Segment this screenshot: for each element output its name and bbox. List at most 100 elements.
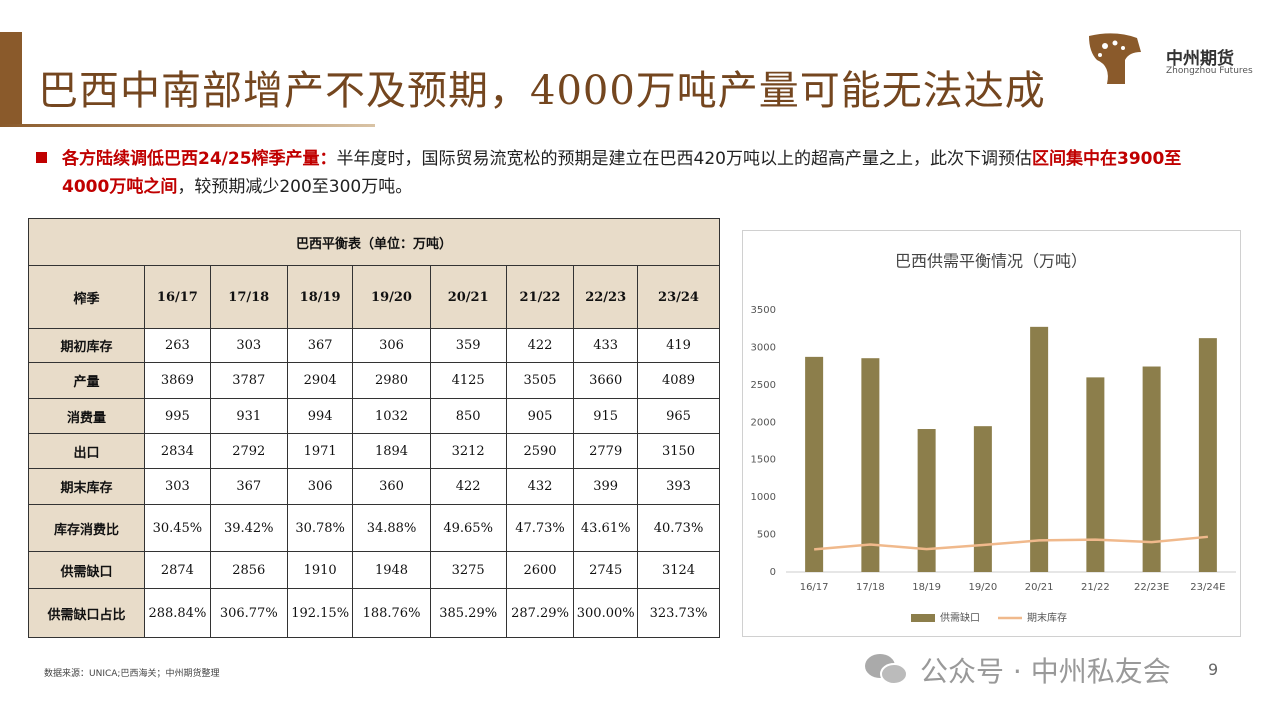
table-cell: 产量 [27, 362, 146, 399]
table-cell: 47.73% [505, 504, 575, 552]
table-cell: 1948 [352, 551, 431, 589]
wechat-icon [865, 654, 908, 685]
table-cell: 出口 [27, 433, 146, 469]
x-tick-label: 18/19 [912, 582, 941, 593]
table-cell: 17/18 [209, 265, 288, 329]
bullet-highlight: 区间集中在3900至4000万吨之间 [62, 149, 1182, 197]
table-cell: 1894 [352, 433, 431, 469]
x-tick-label: 16/17 [800, 582, 829, 593]
table-cell: 22/23 [573, 265, 639, 329]
bar [861, 358, 880, 572]
table-cell: 21/22 [505, 265, 575, 329]
table-cell: 2590 [505, 433, 575, 469]
table-row: 产量 3869 3787 2904 2980 4125 3505 3660 4089 [27, 362, 720, 399]
table-cell: 34.88% [352, 504, 431, 552]
table-cell: 3150 [637, 433, 720, 469]
table-cell: 1032 [352, 398, 431, 434]
table-cell: 905 [505, 398, 575, 434]
logo-icon [1089, 33, 1141, 84]
table-cell: 360 [352, 468, 431, 505]
table-cell: 30.45% [144, 504, 211, 552]
source-note: 数据来源：UNICA;巴西海关；中州期货整理 [44, 669, 220, 679]
table-cell: 323.73% [637, 588, 720, 638]
balance-table: 巴西平衡表（单位：万吨） 榨季 16/17 17/18 18/19 19/20 20/21 2… [27, 218, 720, 638]
table-cell: 库存消费比 [27, 504, 146, 552]
table-cell: 850 [429, 398, 507, 434]
table-cell: 2834 [144, 433, 211, 469]
y-tick-label: 1000 [751, 492, 776, 503]
table-row: 消费量 995 931 994 1032 850 905 915 965 [27, 398, 720, 434]
table-cell: 3869 [144, 362, 211, 399]
table-row: 期末库存 303 367 306 360 422 432 399 393 [27, 468, 720, 505]
bar [1142, 366, 1161, 572]
chart: 巴西供需平衡情况（万吨） 0 500 1000 1500 2000 2500 3000 350… [742, 230, 1241, 637]
table-cell: 43.61% [573, 504, 639, 552]
x-tick-label: 22/23E [1134, 582, 1169, 593]
x-tick-label: 23/24E [1190, 582, 1225, 593]
bar [1198, 338, 1217, 572]
table-cell: 393 [637, 468, 720, 505]
table-row: 榨季 16/17 17/18 18/19 19/20 20/21 21/22 22/23 23/… [27, 265, 720, 329]
x-tick-label: 20/21 [1025, 582, 1054, 593]
table-cell: 419 [637, 328, 720, 363]
legend-label: 供需缺口 [940, 611, 980, 624]
y-tick-label: 3000 [751, 342, 776, 353]
table-cell: 288.84% [144, 588, 211, 638]
logo-subtitle: Zhongzhou Futures [1166, 66, 1253, 76]
table-cell: 巴西平衡表（单位：万吨） [28, 218, 720, 266]
table-cell: 3275 [429, 551, 507, 589]
table-cell: 303 [144, 468, 211, 505]
legend-label: 期末库存 [1027, 611, 1067, 624]
table-cell: 49.65% [429, 504, 507, 552]
legend-swatch [911, 614, 935, 622]
table-cell: 1971 [286, 433, 354, 469]
table-cell: 367 [286, 328, 354, 363]
slide-title: 巴西中南部增产不及预期，4000万吨产量可能无法达成 [38, 68, 1046, 114]
table-cell: 2792 [209, 433, 288, 469]
table-cell: 40.73% [637, 504, 720, 552]
table-cell: 18/19 [286, 265, 354, 329]
logo-name: 中州期货 [1166, 49, 1234, 69]
page-number: 9 [1208, 660, 1219, 679]
title-underline [0, 124, 375, 127]
table-cell: 300.00% [573, 588, 639, 638]
table-cell: 306.77% [209, 588, 288, 638]
table-row: 巴西平衡表（单位：万吨） [28, 218, 720, 266]
table-cell: 4089 [637, 362, 720, 399]
table-cell: 385.29% [429, 588, 507, 638]
bullet-text2: ，较预期减少200至300万吨。 [177, 177, 413, 197]
y-tick-label: 1500 [751, 455, 776, 466]
table-cell: 期末库存 [27, 468, 146, 505]
table-cell: 995 [144, 398, 211, 434]
table-cell: 2904 [286, 362, 354, 399]
bullet-text: 各方陆续调低巴西24/25榨季产量：半年度时，国际贸易流宽松的预期是建立在巴西4… [62, 145, 1202, 201]
table-cell: 23/24 [637, 265, 720, 329]
x-tick-label: 17/18 [856, 582, 885, 593]
table-cell: 供需缺口 [27, 551, 146, 589]
y-tick-label: 3500 [751, 305, 776, 316]
chart-title: 巴西供需平衡情况（万吨） [895, 252, 1087, 271]
table-cell: 287.29% [505, 588, 575, 638]
table-row: 供需缺口占比 288.84% 306.77% 192.15% 188.76% 385.29… [27, 588, 720, 638]
bullet-lead: 各方陆续调低巴西24/25榨季产量： [62, 149, 337, 169]
table-cell: 965 [637, 398, 720, 434]
table-cell: 359 [429, 328, 507, 363]
watermark: 公众号 · 中州私友会 [920, 655, 1171, 688]
table-row: 供需缺口 2874 2856 1910 1948 3275 2600 2745 3124 [27, 551, 720, 589]
table-row: 期初库存 263 303 367 306 359 422 433 419 [27, 328, 720, 363]
y-tick-label: 2500 [751, 380, 776, 391]
bullet-marker [36, 152, 47, 163]
table-cell: 931 [209, 398, 288, 434]
table-cell: 367 [209, 468, 288, 505]
table-row: 出口 2834 2792 1971 1894 3212 2590 2779 3150 [27, 433, 720, 469]
table-cell: 3787 [209, 362, 288, 399]
table-cell: 3212 [429, 433, 507, 469]
table-cell: 16/17 [144, 265, 211, 329]
table-cell: 20/21 [429, 265, 507, 329]
table-cell: 2856 [209, 551, 288, 589]
x-tick-label: 21/22 [1081, 582, 1110, 593]
line [814, 535, 1208, 551]
table-cell: 2779 [573, 433, 639, 469]
table-row: 库存消费比 30.45% 39.42% 30.78% 34.88% 49.65% 47.73… [27, 504, 720, 552]
